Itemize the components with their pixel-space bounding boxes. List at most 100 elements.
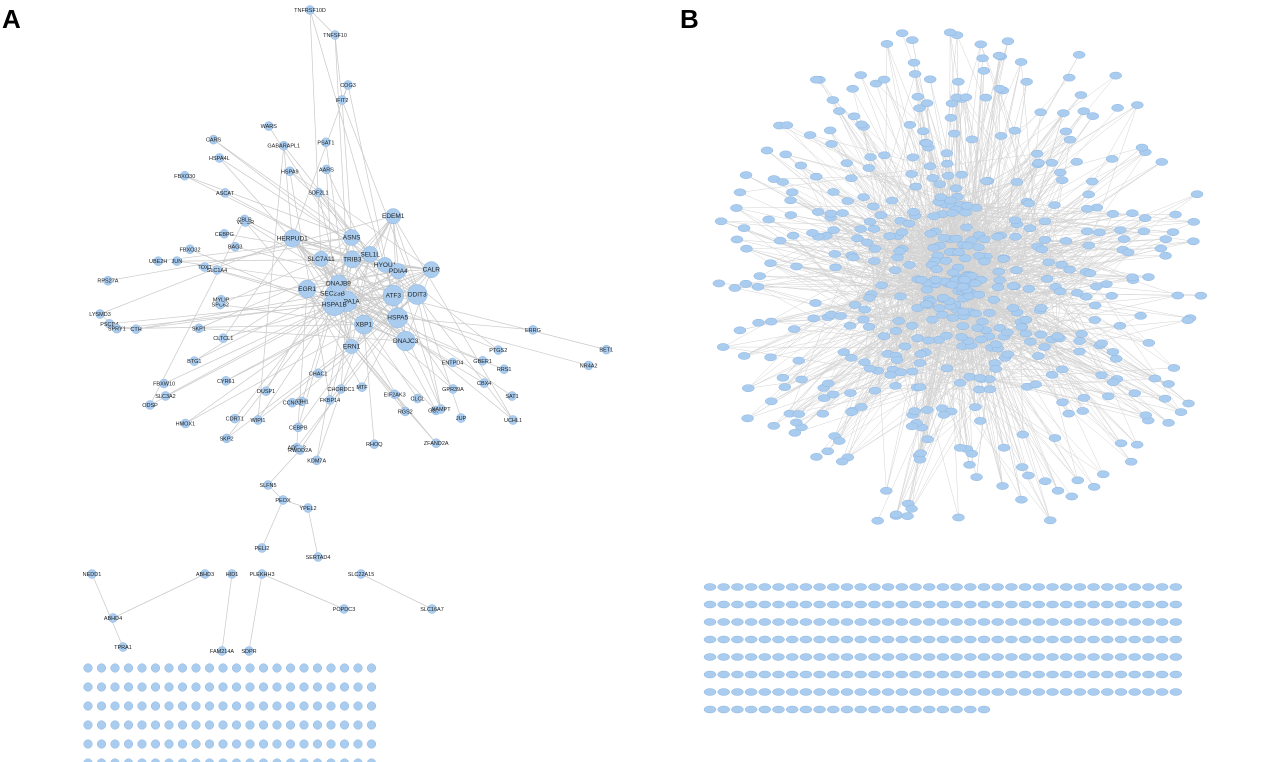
- network-node: [997, 443, 1011, 452]
- network-node: [1113, 321, 1127, 330]
- isolated-node: [339, 682, 350, 692]
- network-node: [836, 209, 849, 217]
- isolated-node: [326, 701, 336, 711]
- isolated-node: [1073, 600, 1087, 609]
- edge: [796, 352, 926, 423]
- isolated-node: [1073, 688, 1087, 696]
- isolated-node: [1155, 653, 1169, 661]
- network-node: [583, 360, 594, 371]
- edge: [953, 133, 1027, 334]
- network-node: [1016, 430, 1030, 439]
- isolated-node: [178, 758, 187, 762]
- node-label: TRIB3: [343, 256, 362, 263]
- network-node: [131, 324, 141, 334]
- network-node: [956, 282, 970, 291]
- isolated-node: [854, 583, 867, 591]
- edge: [261, 573, 345, 610]
- network-node: [845, 174, 858, 183]
- network-node: [828, 250, 842, 258]
- edge: [998, 262, 1049, 272]
- isolated-node: [950, 688, 963, 696]
- node-label: SEC23B: [320, 291, 345, 298]
- node-label: FBXW10: [153, 382, 175, 388]
- isolated-node: [1032, 600, 1046, 609]
- network-node: [325, 395, 335, 405]
- isolated-node: [799, 653, 813, 661]
- edge: [1059, 252, 1129, 339]
- edge: [1040, 334, 1169, 385]
- isolated-node: [977, 705, 991, 714]
- network-node: [208, 134, 219, 145]
- network-node: [878, 151, 891, 160]
- edge: [966, 289, 1141, 317]
- network-node: [1035, 245, 1049, 254]
- node-label: SLC1A4: [207, 268, 228, 274]
- edge: [895, 269, 929, 306]
- edge: [392, 216, 514, 421]
- node-label: SLFN5: [259, 483, 276, 489]
- network-node: [867, 202, 880, 211]
- network-node: [825, 140, 838, 148]
- isolated-node: [367, 758, 376, 762]
- node-label: ODSP: [142, 403, 158, 409]
- network-node: [829, 263, 842, 272]
- network-node: [1167, 364, 1181, 372]
- edge: [869, 221, 948, 369]
- edge: [907, 378, 983, 517]
- network-node: [973, 374, 987, 382]
- network-node: [712, 279, 726, 288]
- isolated-node: [840, 635, 854, 644]
- network-node: [792, 356, 805, 365]
- isolated-node: [868, 618, 881, 626]
- node-label: SLC22A15: [348, 572, 375, 578]
- isolated-node: [868, 670, 881, 679]
- isolated-node: [881, 600, 895, 609]
- isolated-node: [1128, 618, 1141, 626]
- node-label: RHOQ: [366, 442, 383, 448]
- node-label: KDM7A: [307, 458, 326, 464]
- isolated-node: [964, 635, 977, 644]
- network-node: [920, 300, 933, 309]
- isolated-node: [703, 705, 717, 714]
- node-label: CBLB: [237, 217, 252, 223]
- isolated-node: [83, 682, 93, 692]
- node-label: PSCD4: [100, 322, 118, 328]
- isolated-node: [1087, 688, 1100, 696]
- network-node: [834, 312, 847, 320]
- network-node: [927, 243, 940, 252]
- network-node: [1034, 108, 1047, 117]
- network-node: [947, 129, 961, 138]
- network-node: [923, 75, 937, 84]
- network-node: [906, 36, 919, 44]
- network-node: [1090, 282, 1103, 291]
- isolated-node: [232, 758, 241, 762]
- node-label: SEL1L: [360, 251, 380, 258]
- network-node: [956, 307, 970, 316]
- edge: [981, 295, 1178, 340]
- edge: [953, 245, 1089, 273]
- isolated-node: [977, 600, 991, 609]
- isolated-node: [703, 688, 717, 696]
- network-node: [893, 247, 907, 256]
- network-node: [974, 417, 987, 425]
- network-node: [935, 310, 949, 319]
- network-node: [1088, 316, 1102, 324]
- edge: [792, 192, 900, 252]
- isolated-node: [272, 701, 282, 711]
- network-node: [933, 180, 947, 189]
- network-node: [1126, 273, 1139, 282]
- isolated-node: [218, 720, 228, 730]
- node-label: HSPA9: [281, 169, 299, 175]
- network-node: [601, 344, 612, 355]
- node-label: ASCAT: [216, 191, 235, 197]
- edge: [981, 367, 1174, 380]
- isolated-node: [895, 705, 909, 714]
- isolated-node: [881, 705, 895, 714]
- edge: [1060, 291, 1175, 369]
- network-node: [1006, 304, 1020, 312]
- network-node: [1008, 216, 1022, 225]
- network-node: [868, 386, 882, 395]
- network-node: [1142, 339, 1156, 347]
- isolated-node: [881, 653, 895, 661]
- isolated-node: [231, 663, 242, 673]
